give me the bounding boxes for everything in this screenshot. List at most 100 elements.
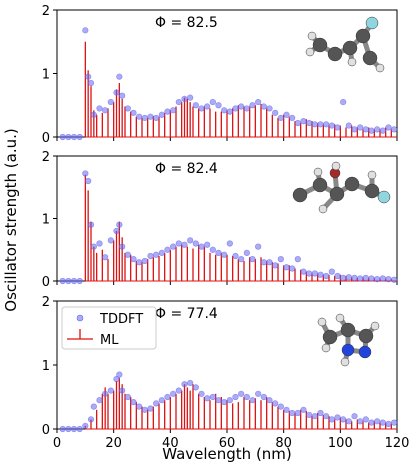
tddft-point <box>181 95 188 102</box>
tddft-point <box>70 133 78 141</box>
tddft-point <box>187 379 194 387</box>
tddft-point <box>272 109 279 116</box>
ml-series <box>84 174 397 282</box>
tddft-point <box>82 422 89 429</box>
tddft-point <box>311 413 318 420</box>
phi-label: Φ = 82.4 <box>155 161 218 177</box>
tddft-point <box>272 262 279 269</box>
tddft-point <box>226 240 233 247</box>
tddft-point <box>87 416 95 423</box>
tddft-point <box>300 268 307 275</box>
tddft-point <box>300 118 307 125</box>
tddft-point <box>238 256 245 263</box>
tddft-point <box>209 246 216 253</box>
y-tick-label: 1 <box>42 213 50 228</box>
tddft-point <box>294 409 301 417</box>
tddft-point <box>243 249 250 256</box>
tddft-point <box>113 89 120 96</box>
molecule-atom <box>307 31 317 41</box>
tddft-point <box>385 124 392 131</box>
tddft-point <box>255 243 262 250</box>
tddft-point <box>323 272 330 280</box>
molecule-atom <box>342 40 358 56</box>
tddft-point <box>374 276 381 283</box>
y-tick-label: 2 <box>42 4 50 19</box>
tddft-point <box>153 400 160 407</box>
tddft-point <box>141 406 148 413</box>
tddft-point <box>96 105 103 112</box>
tddft-point <box>147 252 154 260</box>
tddft-point <box>102 390 109 397</box>
tddft-point <box>130 256 137 263</box>
x-tick-label: 0 <box>53 436 61 451</box>
molecule-3-icon <box>317 313 380 367</box>
tddft-point <box>351 126 358 133</box>
tddft-point <box>374 126 381 133</box>
tddft-point <box>119 243 126 250</box>
tddft-point <box>340 274 347 281</box>
molecule-atom <box>340 357 350 367</box>
tddft-point <box>362 274 369 281</box>
y-tick-label: 0 <box>42 275 50 290</box>
tddft-point <box>255 98 262 106</box>
molecule-atom <box>312 177 328 193</box>
panel-1: 0 1 2 Φ = 82.5 <box>42 4 398 146</box>
tddft-point <box>130 109 137 116</box>
tddft-point <box>59 277 66 285</box>
tddft-point <box>192 102 199 109</box>
molecule-atom <box>331 161 341 171</box>
tddft-point <box>90 243 97 250</box>
tddft-point <box>328 122 335 129</box>
tddft-point <box>300 406 307 413</box>
y-tick-label: 1 <box>42 359 50 374</box>
tddft-point <box>345 418 352 425</box>
tddft-point <box>102 107 109 114</box>
tddft-point <box>76 133 83 141</box>
tddft-point <box>164 108 171 115</box>
molecule-atom <box>340 322 356 338</box>
tddft-point <box>59 425 66 433</box>
tddft-point <box>170 107 177 114</box>
molecule-atom <box>292 187 308 203</box>
legend: TDDFT ML <box>61 306 157 350</box>
tddft-point <box>368 275 375 282</box>
tddft-point <box>340 416 347 423</box>
tddft-point <box>283 264 290 271</box>
tddft-point <box>209 98 216 106</box>
tddft-point <box>116 221 123 228</box>
ml-series <box>84 377 397 430</box>
tddft-point <box>65 425 72 433</box>
y-tick-label: 0 <box>42 131 50 146</box>
molecule-atom <box>341 343 355 357</box>
tddft-point <box>76 425 83 433</box>
molecule-atom <box>329 186 345 202</box>
molecule-atom <box>347 57 357 67</box>
tddft-point <box>204 241 211 248</box>
tddft-point <box>306 119 313 127</box>
tddft-point <box>260 103 267 110</box>
tddft-point <box>215 102 222 109</box>
tddft-point <box>175 98 182 106</box>
molecule-atom <box>358 328 374 344</box>
tddft-point <box>249 102 256 109</box>
tddft-point <box>277 403 284 410</box>
tddft-point <box>306 270 313 277</box>
tddft-point <box>107 98 114 106</box>
tddft-point <box>96 240 103 247</box>
tddft-point <box>243 393 250 401</box>
tddft-point <box>192 384 199 391</box>
tddft-point <box>215 397 222 404</box>
tddft-point <box>181 241 188 248</box>
tddft-point <box>283 111 290 118</box>
x-tick-label: 100 <box>328 436 353 451</box>
tddft-point <box>170 390 177 397</box>
tddft-point <box>107 387 114 394</box>
tddft-point <box>85 73 92 80</box>
molecule-atom <box>344 176 360 192</box>
tddft-point <box>65 277 72 285</box>
tddft-point <box>116 73 123 80</box>
tddft-point <box>70 425 78 433</box>
legend-ml-label: ML <box>100 333 119 348</box>
legend-tddft-label: TDDFT <box>99 312 143 327</box>
tddft-point <box>226 397 233 404</box>
